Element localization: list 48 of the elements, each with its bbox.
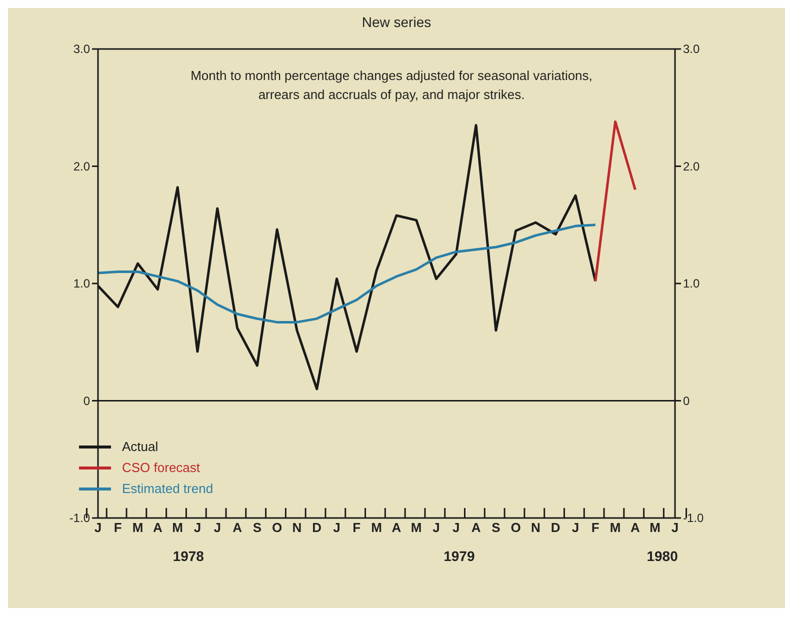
x-tick-label: N (531, 520, 540, 535)
y2-tick-label: 2.0 (683, 159, 700, 174)
x-tick-label: M (610, 520, 621, 535)
text: 1979 (442, 548, 476, 564)
x-tick-label: A (232, 520, 243, 535)
x-tick-label: M (172, 520, 184, 535)
x-tick-label: J (214, 520, 221, 535)
x-tick-label: J (671, 520, 679, 535)
chart-title: New series (360, 14, 432, 30)
x-tick-label: J (333, 520, 340, 535)
text: 1978 (172, 548, 205, 564)
x-tick-label: S (252, 520, 262, 535)
y2-tick-label: 3.0 (683, 42, 700, 56)
legend-label: CSO forecast (122, 460, 200, 475)
x-tick-label: A (152, 520, 163, 535)
y-tick-label: -1.0 (69, 511, 90, 525)
x-tick-label: M (410, 520, 422, 535)
x-tick-label: S (492, 520, 501, 535)
x-tick-label: F (114, 520, 122, 535)
x-tick-label: O (510, 520, 521, 535)
x-tick-label: J (452, 520, 460, 535)
y-tick-label: 1.0 (73, 276, 90, 290)
x-tick-label: J (194, 520, 202, 535)
y-tick-label: 0 (83, 394, 90, 408)
x-tick-label: A (392, 520, 402, 535)
x-tick-label: M (371, 520, 382, 535)
x-tick-label: M (650, 520, 661, 535)
x-tick-label: J (572, 520, 580, 535)
x-tick-label: O (272, 520, 282, 535)
x-tick-label: N (292, 520, 302, 535)
x-tick-label: F (591, 520, 600, 535)
x-tick-label: D (550, 520, 560, 535)
text: Month to month percentage changes adjusted for seasonal variations, arrears and accruals of pay, and major strikes. (190, 67, 594, 104)
x-tick-label: M (132, 520, 144, 535)
y2-tick-label: -1.0 (683, 511, 704, 525)
text: 1980 (646, 548, 679, 564)
legend-label: Actual (122, 439, 158, 454)
legend-label: Estimated trend (122, 481, 214, 496)
y-tick-label: 2.0 (73, 159, 90, 174)
x-tick-label: A (471, 520, 482, 535)
y2-tick-label: 0 (683, 394, 690, 408)
y-tick-label: 3.0 (73, 42, 90, 56)
x-tick-label: F (352, 520, 361, 535)
y2-tick-label: 1.0 (683, 276, 700, 290)
x-tick-label: J (432, 520, 440, 535)
x-tick-label: D (312, 520, 322, 535)
x-tick-label: J (94, 520, 102, 535)
x-tick-label: A (630, 520, 641, 535)
